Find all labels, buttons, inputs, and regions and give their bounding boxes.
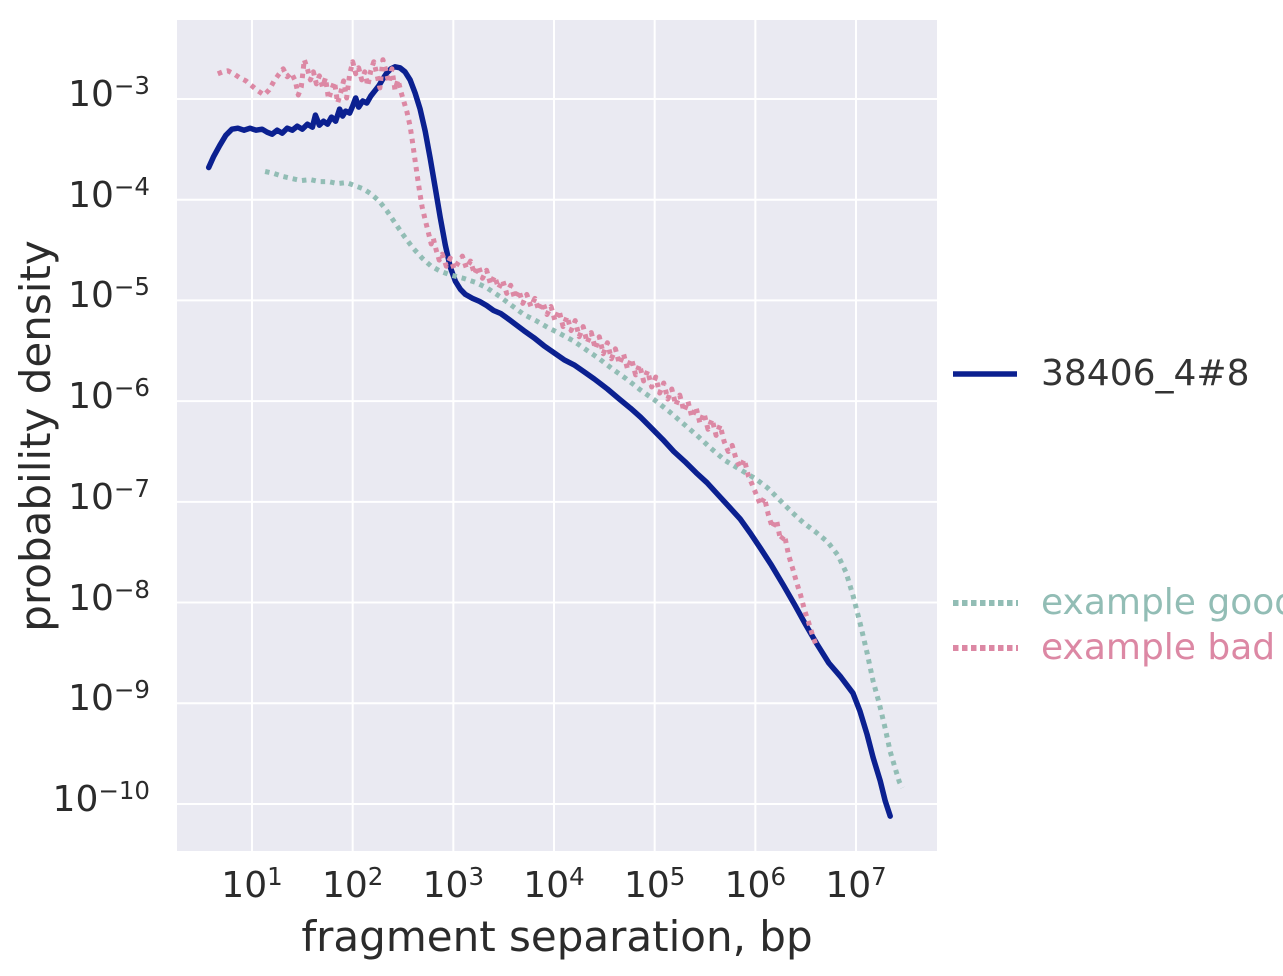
plot-background (177, 20, 937, 851)
legend-label: 38406_4#8 (1041, 353, 1250, 394)
legend-entry-example-bad: example bad (952, 628, 1275, 668)
y-tick-label-1e-8: 10−8 (68, 574, 150, 619)
y-tick-label-1e-6: 10−6 (68, 372, 150, 418)
legend-label: example good (1041, 582, 1283, 623)
y-tick-label-1e-5: 10−5 (68, 272, 150, 317)
series-line-example-bad (216, 57, 820, 648)
legend-entry-example-good: example good (952, 583, 1283, 623)
y-tick-label-1e-10: 10−10 (52, 775, 150, 820)
x-tick-label-1e6: 106 (724, 861, 787, 906)
legend-line-solid-icon (953, 371, 1017, 377)
y-tick-label-1e-9: 10−9 (68, 675, 150, 720)
x-tick-label-1e4: 104 (523, 861, 585, 906)
x-axis-label: fragment separation, bp (301, 912, 813, 961)
x-tick-label-1e7: 107 (825, 861, 887, 906)
legend-line-dotted-icon (953, 600, 1018, 606)
y-tick-label-1e-3: 10−3 (68, 70, 150, 115)
x-tick-label-1e2: 102 (321, 861, 384, 906)
legend-entry-38406-4-8: 38406_4#8 (952, 354, 1250, 394)
x-tick-label-1e5: 105 (623, 861, 686, 906)
y-tick-label-1e-7: 10−7 (68, 473, 150, 518)
y-axis-label: probability density (11, 240, 60, 632)
x-tick-label-1e3: 103 (422, 861, 485, 906)
x-tick-label-1e1: 101 (221, 861, 283, 906)
legend-line-dotted-icon (953, 645, 1018, 651)
y-tick-label-1e-4: 10−4 (68, 171, 150, 216)
legend-label: example bad (1041, 627, 1276, 668)
series-line-38406-4-8 (205, 64, 893, 819)
